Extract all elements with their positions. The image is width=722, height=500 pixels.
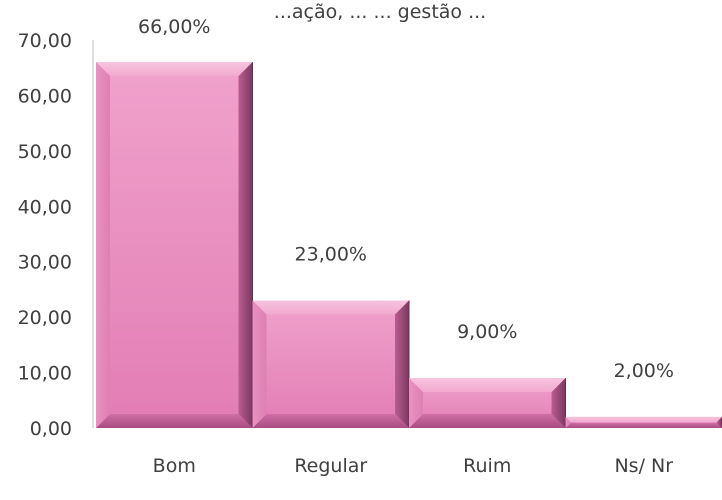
bar-bevel-bottom [96, 414, 253, 428]
bar-bevel-bottom [565, 422, 722, 428]
bar-face [252, 300, 409, 428]
y-tick-label: 10,00 [18, 363, 72, 385]
bar-bevel-left [565, 416, 571, 428]
x-tick-label: Bom [153, 455, 196, 477]
bar-bevel-left [409, 378, 423, 428]
bar-bevel-right [716, 416, 722, 428]
bar [96, 62, 253, 429]
y-tick-label: 0,00 [30, 418, 72, 440]
bar-bevel-top [409, 378, 566, 393]
bar-bevel-left [96, 62, 110, 429]
x-tick-label: Ns/ Nr [614, 455, 673, 477]
x-tick-label: Regular [294, 455, 367, 477]
bars-group [96, 62, 722, 429]
bar-bevel-bottom [409, 414, 566, 428]
chart-title: ...ação, ... ... gestão ... [274, 1, 486, 23]
y-tick-label: 20,00 [18, 307, 72, 329]
bar-bevel-top [96, 62, 253, 77]
bar-face [96, 62, 253, 429]
y-tick-label: 50,00 [18, 141, 72, 163]
bar-bevel-right [551, 378, 566, 428]
y-tick-label: 60,00 [18, 85, 72, 107]
bar-bevel-top [565, 416, 722, 422]
x-tick-label: Ruim [463, 455, 511, 477]
x-axis-labels: Bom Regular Ruim Ns/ Nr [153, 455, 674, 477]
data-label: 23,00% [295, 244, 367, 266]
bar [409, 378, 566, 428]
y-tick-label: 40,00 [18, 196, 72, 218]
bar-bevel-bottom [252, 414, 409, 428]
bar-bevel-top [252, 300, 409, 315]
data-label: 9,00% [457, 321, 517, 343]
bar-bevel-right [238, 62, 253, 429]
y-axis-ticks: 0,00 10,00 20,00 30,00 40,00 50,00 60,00 70,00 [18, 30, 72, 440]
y-tick-label: 30,00 [18, 252, 72, 274]
bar-bevel-right [395, 300, 409, 428]
bar [252, 300, 410, 428]
bar-face [565, 416, 722, 428]
bar-bevel-left [252, 300, 267, 428]
data-label: 2,00% [614, 360, 674, 382]
data-label: 66,00% [138, 16, 210, 38]
bar [565, 416, 722, 428]
y-tick-label: 70,00 [18, 30, 72, 52]
data-labels: 66,00% 23,00% 9,00% 2,00% [138, 16, 674, 382]
